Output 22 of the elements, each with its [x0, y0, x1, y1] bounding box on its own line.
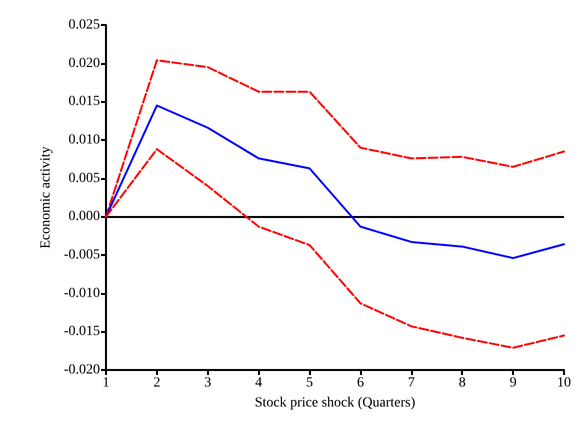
y-tick-label: 0.025	[68, 18, 100, 32]
y-tick-label: -0.020	[64, 362, 100, 378]
x-tick-label: 8	[458, 376, 466, 390]
y-tick-label: 0.005	[68, 170, 100, 186]
y-tick-label: 0.000	[68, 209, 100, 224]
x-tick-label: 10	[557, 376, 571, 390]
y-axis-title: Economic activity	[38, 146, 54, 249]
x-tick-label: 6	[356, 376, 364, 390]
y-tick-label: 0.010	[68, 132, 100, 148]
y-tick-label: 0.015	[68, 94, 100, 110]
x-axis-title: Stock price shock (Quarters)	[254, 396, 416, 410]
x-tick-label: 7	[408, 376, 415, 390]
y-tick-label: -0.015	[64, 324, 100, 340]
x-tick-label: 4	[255, 376, 262, 390]
x-tick-label: 5	[306, 376, 314, 390]
y-tick-label: -0.010	[64, 286, 100, 301]
x-tick-label: 9	[510, 376, 517, 390]
x-tick-label: 3	[204, 376, 212, 390]
x-tick-label: 1	[102, 376, 110, 390]
y-tick-label: -0.005	[64, 248, 100, 262]
x-tick-label: 2	[153, 376, 160, 390]
y-tick-label: 0.020	[68, 56, 100, 71]
